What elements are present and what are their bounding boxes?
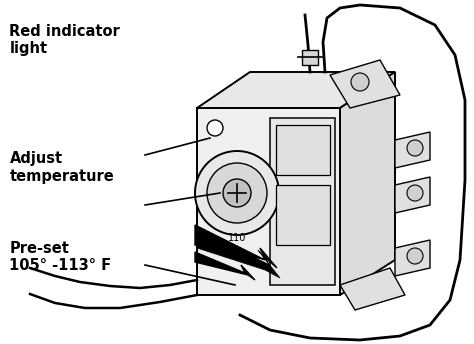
Polygon shape (302, 50, 318, 65)
Circle shape (351, 73, 369, 91)
Polygon shape (195, 225, 277, 268)
Polygon shape (197, 72, 395, 108)
Polygon shape (340, 268, 405, 310)
Polygon shape (340, 72, 395, 295)
Polygon shape (270, 118, 335, 285)
Polygon shape (395, 177, 430, 213)
Text: Adjust
temperature: Adjust temperature (9, 151, 114, 184)
Polygon shape (395, 132, 430, 168)
Polygon shape (195, 252, 255, 280)
Text: 110: 110 (228, 233, 246, 243)
Circle shape (195, 151, 279, 235)
Circle shape (207, 163, 267, 223)
Circle shape (407, 185, 423, 201)
Polygon shape (197, 230, 280, 278)
Polygon shape (276, 185, 330, 245)
Circle shape (407, 140, 423, 156)
Text: Pre-set
105° -113° F: Pre-set 105° -113° F (9, 241, 111, 273)
Polygon shape (197, 108, 340, 295)
Circle shape (223, 179, 251, 207)
Text: Red indicator
light: Red indicator light (9, 24, 120, 56)
Polygon shape (395, 240, 430, 276)
Circle shape (207, 120, 223, 136)
Polygon shape (330, 60, 400, 108)
Polygon shape (276, 125, 330, 175)
Circle shape (407, 248, 423, 264)
